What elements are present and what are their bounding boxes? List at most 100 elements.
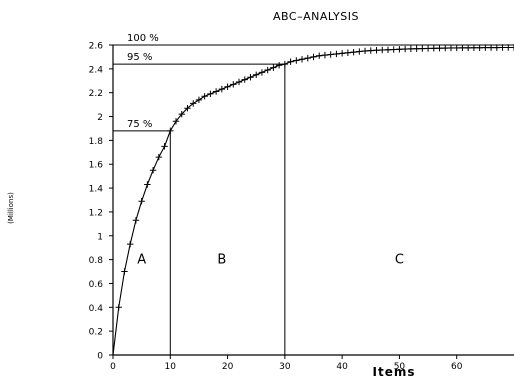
data-point-marker [230, 81, 237, 88]
data-point-marker [310, 53, 317, 61]
data-point-marker [207, 90, 214, 98]
y-tick-label: 1.6 [89, 161, 104, 171]
data-point-marker [115, 304, 122, 311]
x-tick-label: 10 [165, 362, 177, 372]
y-tick-label: 2.2 [89, 89, 103, 99]
reference-line-label: 100 % [127, 33, 159, 44]
axes: 0 0.2 0.4 0.6 0.8 1 1.2 1.4 1.6 1.8 2 2.2 2.4 2.6 0 10 2… [89, 42, 514, 372]
x-tick-label: 40 [336, 362, 348, 372]
data-point-marker [396, 46, 403, 53]
region-label: B [217, 253, 226, 268]
data-point-marker [218, 85, 226, 93]
data-point-marker [327, 51, 334, 58]
y-tick-label: 1 [97, 232, 103, 242]
data-point-marker [121, 268, 128, 275]
data-point-marker [470, 44, 478, 51]
x-tick-label: 60 [451, 362, 463, 372]
data-point-marker [350, 48, 357, 56]
data-point-marker [453, 44, 460, 52]
reference-line-label: 95 % [127, 52, 152, 63]
y-tick-label: 0.2 [89, 328, 103, 338]
data-point-marker [384, 46, 392, 53]
data-point-marker [379, 46, 386, 54]
data-point-marker [184, 104, 191, 112]
chart-title: ABC–ANALYSIS [273, 10, 359, 23]
y-tick-label: 2 [97, 113, 103, 123]
x-tick-label: 50 [394, 362, 406, 372]
data-point-marker [436, 45, 443, 52]
data-point-marker [287, 58, 294, 65]
data-point-marker [293, 57, 300, 64]
data-point-marker [505, 44, 512, 51]
data-point-marker [247, 73, 254, 81]
data-point-marker [304, 54, 311, 62]
data-point-marker [499, 44, 506, 51]
data-point-marker [195, 96, 203, 104]
y-tick-label: 2.6 [89, 42, 104, 52]
data-point-marker [126, 240, 134, 248]
data-point-marker [281, 60, 289, 68]
y-tick-label: 2.4 [89, 65, 104, 75]
y-tick-label: 1.8 [89, 137, 104, 147]
region-labels: A B C [137, 253, 404, 268]
data-point-marker [344, 49, 352, 56]
data-point-marker [149, 166, 157, 174]
data-point-marker [258, 69, 266, 76]
data-point-marker [275, 62, 283, 69]
x-tick-label: 30 [279, 362, 291, 372]
data-point-marker [361, 47, 369, 55]
data-point-marker [190, 100, 197, 107]
data-point-marker [367, 47, 374, 54]
data-point-marker [264, 66, 271, 74]
data-point-marker [270, 64, 277, 71]
data-point-marker [413, 45, 420, 52]
data-point-marker [235, 78, 243, 86]
y-tick-label: 0.6 [89, 280, 104, 290]
data-point-marker [316, 52, 323, 59]
data-point-marker [407, 45, 415, 53]
data-point-marker [212, 88, 220, 95]
data-point-marker [401, 45, 409, 53]
data-point-marker [482, 44, 489, 51]
data-point-marker [172, 118, 180, 125]
x-tick-label: 0 [110, 362, 116, 372]
data-point-marker [321, 51, 329, 59]
y-tick-label: 0.4 [89, 304, 104, 314]
data-point-marker [510, 44, 514, 51]
data-point-marker [356, 48, 363, 55]
y-tick-label: 0.8 [89, 256, 104, 266]
data-point-marker [333, 50, 340, 58]
data-point-marker [178, 110, 185, 118]
data-point-marker [493, 44, 501, 51]
data-point-marker [144, 181, 151, 188]
data-point-marker [447, 44, 455, 52]
data-point-marker [442, 44, 449, 52]
reference-lines: 100 % 95 % 75 % [113, 33, 514, 355]
series-curve [112, 44, 514, 356]
data-point-marker [155, 153, 163, 161]
x-axis-label: Items [373, 365, 416, 378]
data-point-marker [298, 56, 306, 63]
data-point-marker [132, 217, 140, 224]
data-point-marker [161, 143, 168, 150]
data-point-marker [224, 83, 231, 90]
data-point-marker [253, 71, 260, 79]
data-point-marker [338, 50, 346, 57]
data-point-marker [138, 197, 145, 205]
y-axis-label: (Millions) [7, 192, 15, 224]
data-point-marker [487, 44, 495, 51]
data-point-marker [167, 127, 174, 135]
y-tick-label: 1.4 [89, 185, 104, 195]
data-point-marker [201, 93, 208, 100]
data-point-marker [424, 45, 432, 52]
y-tick-label: 1.2 [89, 208, 103, 218]
data-point-marker [476, 44, 483, 51]
region-label: C [395, 253, 404, 268]
x-tick-label: 20 [222, 362, 234, 372]
data-point-marker [459, 44, 466, 52]
y-tick-label: 0 [97, 352, 103, 362]
series-line [112, 46, 514, 356]
reference-line-label: 75 % [127, 119, 152, 130]
